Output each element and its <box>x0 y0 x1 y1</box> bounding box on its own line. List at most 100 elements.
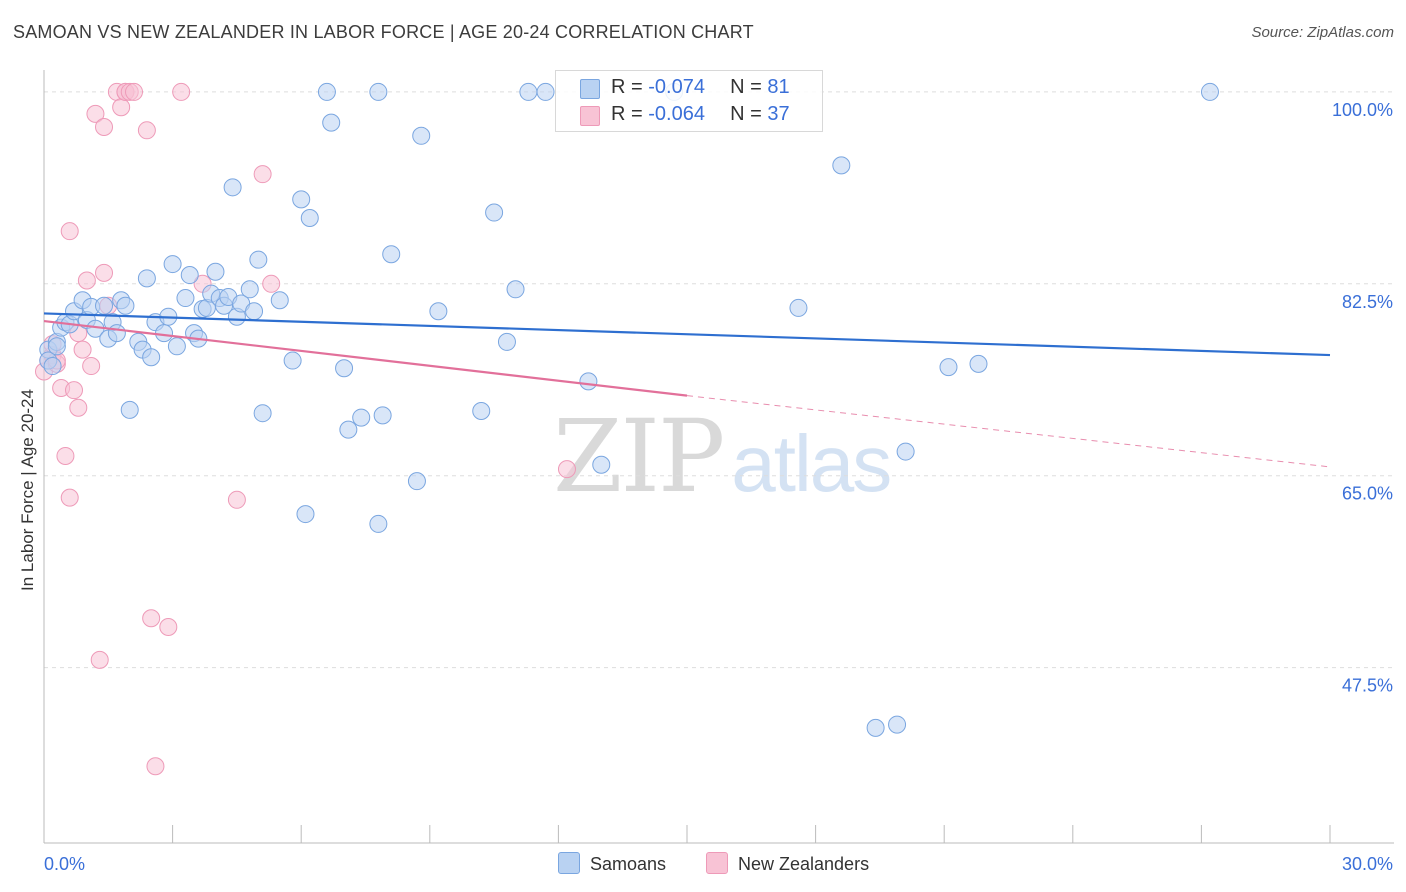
bottom-legend-samoans[interactable]: Samoans <box>558 852 666 875</box>
samoan-point <box>339 420 358 439</box>
samoan-point <box>253 404 272 423</box>
samoan-point <box>519 82 538 101</box>
samoan-point <box>270 291 289 310</box>
samoan-point <box>116 296 135 315</box>
bottom-samoan-swatch <box>558 852 580 874</box>
chart-title: SAMOAN VS NEW ZEALANDER IN LABOR FORCE |… <box>13 22 754 42</box>
samoan-point <box>939 358 958 377</box>
nz-n-value: 37 <box>767 103 790 125</box>
samoan-point <box>47 337 66 356</box>
samoan-point <box>896 442 915 461</box>
bottom-legend-samoans-label: Samoans <box>590 854 667 874</box>
y-axis-label-wrap: In Labor Force | Age 20-24 <box>8 210 48 770</box>
samoan-point <box>180 266 199 285</box>
legend-text-samoans: R = -0.074 N = 81 <box>611 76 790 99</box>
new-zealander-point <box>262 274 281 293</box>
y-tick-label: 47.5% <box>1342 676 1393 696</box>
new-zealander-point <box>73 340 92 359</box>
bottom-legend-new-zealanders[interactable]: New Zealanders <box>706 852 869 875</box>
new-zealander-points <box>35 82 576 776</box>
new-zealander-point <box>137 121 156 140</box>
new-zealander-point <box>95 118 114 137</box>
samoan-trend-line <box>43 312 1331 357</box>
new-zealander-point <box>86 104 105 123</box>
samoan-point <box>969 354 988 373</box>
new-zealander-point <box>60 222 79 241</box>
samoan-point <box>292 190 311 209</box>
source-label: Source: ZipAtlas.com <box>1251 24 1394 41</box>
watermark-zip: ZIP <box>553 398 725 515</box>
new-zealander-point <box>253 165 272 184</box>
nz-r-value: -0.064 <box>648 103 705 125</box>
y-tick-label: 82.5% <box>1342 292 1393 312</box>
y-axis-label: In Labor Force | Age 20-24 <box>18 389 37 591</box>
new-zealander-point <box>146 757 165 776</box>
new-zealander-point <box>90 650 109 669</box>
samoan-point <box>206 262 225 281</box>
samoan-swatch <box>580 79 600 99</box>
axes <box>43 70 1394 844</box>
watermark: ZIP atlas <box>553 398 892 515</box>
new-zealander-point <box>65 381 84 400</box>
samoan-point <box>120 400 139 419</box>
samoan-point <box>789 298 808 317</box>
new-zealander-point <box>125 82 144 101</box>
samoan-point <box>163 255 182 274</box>
legend-text-new-zealanders: R = -0.064 N = 37 <box>611 103 790 126</box>
trend-lines <box>43 312 1331 468</box>
y-tick-label: 65.0% <box>1342 484 1393 504</box>
samoan-point <box>407 472 426 491</box>
nz-trend-line <box>43 319 688 397</box>
samoan-point <box>176 289 195 308</box>
samoan-point <box>382 245 401 264</box>
samoan-r-value: -0.074 <box>648 76 705 98</box>
samoan-point <box>296 505 315 524</box>
nz-n-label: N = <box>730 103 762 125</box>
samoan-point <box>1200 82 1219 101</box>
grid-lines <box>44 91 1394 669</box>
new-zealander-point <box>77 271 96 290</box>
samoan-point <box>485 203 504 222</box>
watermark-atlas: atlas <box>731 419 892 508</box>
samoan-point <box>412 126 431 145</box>
samoan-point <box>472 401 491 420</box>
nz-r-label: R = <box>611 103 643 125</box>
samoan-point <box>155 324 174 343</box>
nz-trend-line-extrapolated <box>686 395 1331 468</box>
new-zealander-point <box>112 98 131 117</box>
samoan-point <box>832 156 851 175</box>
new-zealander-point <box>95 263 114 282</box>
samoan-point <box>335 359 354 378</box>
samoan-n-value: 81 <box>767 76 790 98</box>
bottom-nz-swatch <box>706 852 728 874</box>
new-zealander-point <box>159 617 178 636</box>
samoan-point <box>429 302 448 321</box>
samoan-point <box>317 82 336 101</box>
samoan-point <box>352 408 371 427</box>
samoan-n-label: N = <box>730 76 762 98</box>
samoan-point <box>137 269 156 288</box>
new-zealander-point <box>172 82 191 101</box>
samoan-point <box>536 82 555 101</box>
tick-labels: 47.5% 65.0% 82.5% 100.0% 0.0% 30.0% <box>44 100 1393 874</box>
samoan-point <box>506 280 525 299</box>
x-tick-label: 30.0% <box>1342 854 1393 874</box>
samoan-point <box>245 302 264 321</box>
samoan-point <box>240 280 259 299</box>
samoan-point <box>43 357 62 376</box>
nz-swatch <box>580 106 600 126</box>
samoan-point <box>223 178 242 197</box>
samoan-points <box>39 82 1219 737</box>
new-zealander-point <box>142 609 161 628</box>
samoan-point <box>95 296 114 315</box>
samoan-point <box>592 455 611 474</box>
samoan-point <box>369 82 388 101</box>
samoan-point <box>142 348 161 367</box>
new-zealander-point <box>69 398 88 417</box>
samoan-point <box>373 406 392 425</box>
samoan-point <box>866 718 885 737</box>
new-zealander-point <box>60 488 79 507</box>
y-tick-label: 100.0% <box>1332 100 1393 120</box>
samoan-point <box>283 351 302 370</box>
